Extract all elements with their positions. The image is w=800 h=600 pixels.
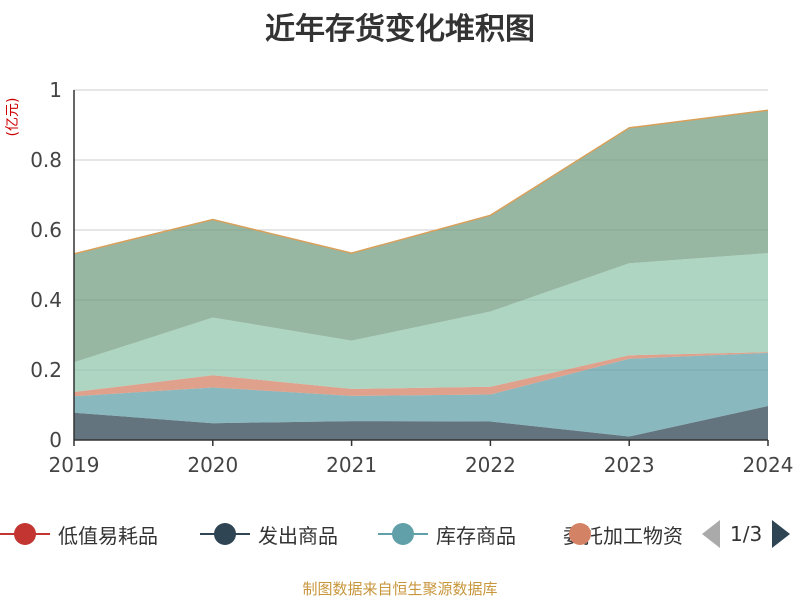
legend-dot-2 <box>392 523 414 545</box>
legend-item-3[interactable]: 委托加工物资 <box>555 514 683 554</box>
legend-item-1[interactable]: 发出商品 <box>200 514 338 554</box>
legend-dot-0 <box>14 523 36 545</box>
total-outline <box>73 109 769 255</box>
area-series-4 <box>74 253 768 393</box>
legend-next-icon[interactable] <box>772 520 791 548</box>
legend-dot-3 <box>569 523 591 545</box>
area-series-5 <box>74 110 768 363</box>
legend-pager: 1/3 <box>702 514 791 554</box>
y-tick-label-1: 0.2 <box>30 358 62 382</box>
legend-marker-icon <box>0 522 50 546</box>
legend-label-0: 低值易耗品 <box>58 523 158 548</box>
legend-label-2: 库存商品 <box>436 523 516 548</box>
legend-dot-1 <box>214 523 236 545</box>
x-tick-label-3: 2022 <box>465 453 516 477</box>
legend: 低值易耗品 发出商品 库存商品 委托加工物资 1/3 <box>0 514 800 554</box>
x-tick-label-0: 2019 <box>49 453 100 477</box>
x-tick-label-1: 2020 <box>187 453 238 477</box>
x-tick-label-4: 2023 <box>604 453 655 477</box>
legend-marker-icon <box>378 522 428 546</box>
legend-marker-icon <box>200 522 250 546</box>
area-series-1 <box>74 406 768 440</box>
legend-prev-icon[interactable] <box>702 520 720 548</box>
legend-item-0[interactable]: 低值易耗品 <box>0 514 158 554</box>
y-tick-label-5: 1 <box>49 78 62 102</box>
data-source-note: 制图数据来自恒生聚源数据库 <box>302 580 498 598</box>
chart-title: 近年存货变化堆积图 <box>265 12 535 47</box>
x-tick-label-2: 2021 <box>326 453 377 477</box>
legend-label-1: 发出商品 <box>258 523 338 548</box>
legend-page-indicator: 1/3 <box>730 522 763 546</box>
y-tick-label-4: 0.8 <box>30 148 62 172</box>
y-tick-label-2: 0.4 <box>30 288 62 312</box>
x-tick-label-5: 2024 <box>743 453 794 477</box>
y-tick-label-3: 0.6 <box>30 218 62 242</box>
area-series-2 <box>74 352 768 437</box>
legend-item-2[interactable]: 库存商品 <box>378 514 516 554</box>
area-series-3 <box>74 352 768 397</box>
y-tick-label-0: 0 <box>49 428 62 452</box>
